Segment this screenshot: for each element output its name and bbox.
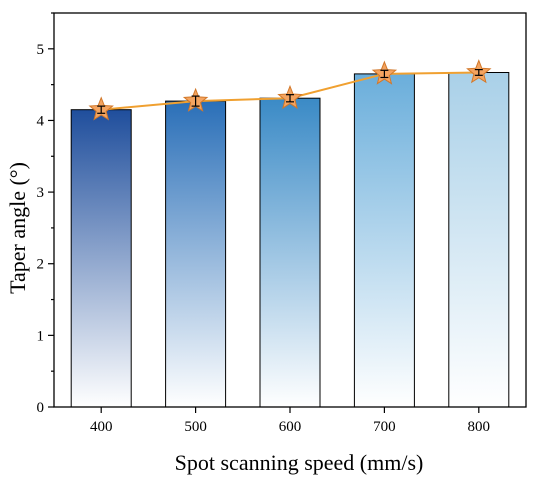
error-bar-700 (380, 69, 389, 79)
x-tick-label: 800 (468, 419, 491, 435)
error-bar-400 (97, 105, 106, 114)
y-tick-label: 5 (37, 42, 45, 58)
bar-700 (353, 73, 415, 408)
labels-layer: 0 1 2 3 4 5 400 500 600 700 800 (37, 42, 491, 435)
error-bar-500 (191, 95, 200, 107)
bar-800 (448, 72, 510, 408)
line-layer (88, 59, 492, 121)
x-tick-label: 400 (90, 419, 113, 435)
x-tick-label: 500 (184, 419, 207, 435)
error-bar-800 (474, 68, 483, 76)
bars-layer (70, 72, 510, 408)
x-axis-title: Spot scanning speed (mm/s) (175, 450, 424, 475)
y-axis-title: Taper angle (°) (5, 162, 30, 294)
x-tick-label: 600 (279, 419, 302, 435)
error-bar-600 (286, 94, 294, 103)
bar-500 (165, 100, 227, 408)
y-tick-label: 1 (37, 328, 45, 344)
y-tick-label: 3 (37, 185, 45, 201)
y-tick-label: 2 (37, 257, 45, 273)
axes-layer (48, 12, 527, 413)
bar-400 (70, 109, 132, 408)
y-tick-label: 4 (37, 113, 45, 129)
x-tick-label: 700 (373, 419, 396, 435)
y-tick-label: 0 (37, 400, 45, 416)
bar-600 (259, 97, 321, 408)
